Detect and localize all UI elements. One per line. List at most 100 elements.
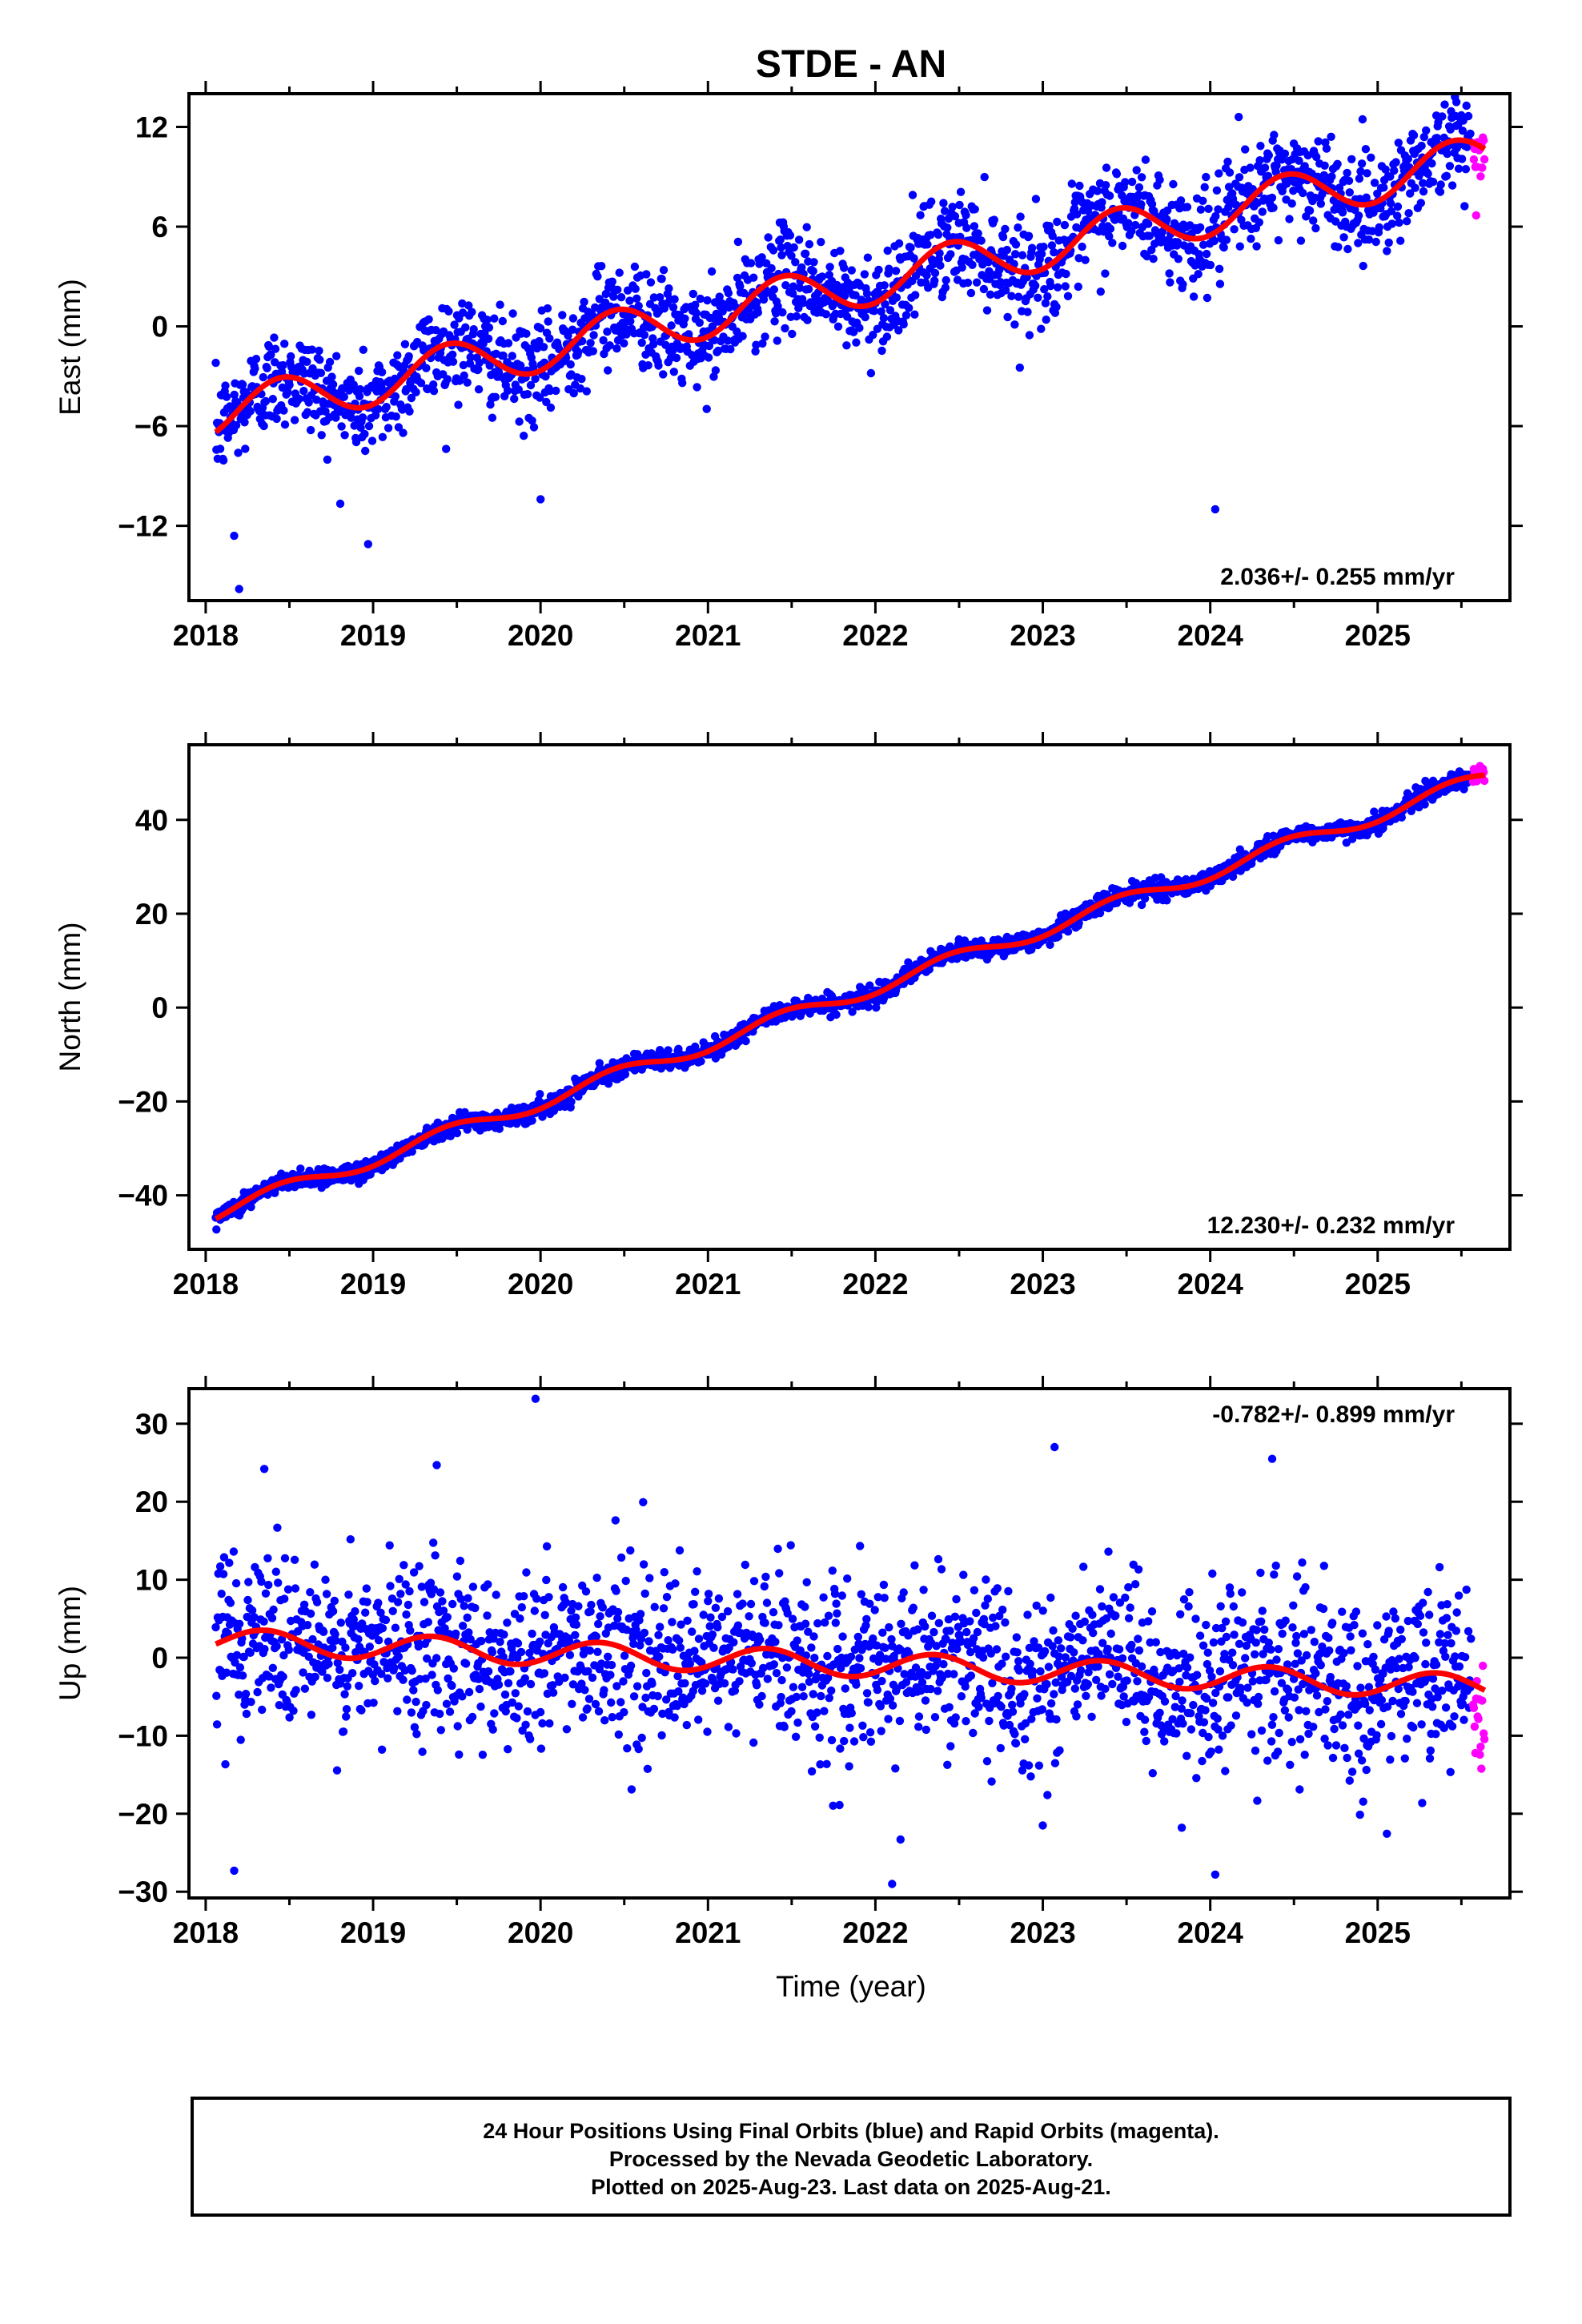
east-point [588,347,597,356]
north-point [1095,909,1105,918]
east-point [499,351,508,360]
east-point [1312,152,1321,162]
east-point [466,352,475,362]
up-point [402,1610,411,1619]
east-point [836,247,845,255]
up-point [328,1643,337,1652]
up-point [782,1663,792,1672]
east-point [1130,220,1140,230]
east-point [402,384,411,394]
east-point [1355,174,1364,183]
up-point [483,1611,492,1620]
up-point [664,1636,673,1645]
up-point [328,1606,338,1616]
up-point [804,1627,813,1636]
east-point [508,352,516,360]
east-point [860,270,869,279]
north-y-tick-label: 40 [135,804,168,837]
east-point [1357,159,1367,168]
east-point [1296,236,1306,245]
up-point [685,1659,694,1668]
up-point [613,1607,623,1617]
east-point [1423,169,1432,179]
up-point [538,1719,547,1728]
east-point [1327,172,1336,181]
up-point [381,1615,391,1625]
up-point [761,1618,769,1627]
up-point [438,1597,447,1606]
east-point [792,312,801,321]
up-point [299,1668,307,1677]
east-point [644,361,652,370]
up-point [452,1629,460,1638]
north-point [741,1036,750,1046]
east-point [733,327,741,336]
up-point [703,1727,712,1736]
east-point [1252,242,1261,251]
east-point [901,311,911,320]
east-point [484,323,494,332]
east-point [616,293,626,302]
east-point [1001,224,1010,234]
up-point [468,1582,478,1591]
east-point [877,346,886,356]
east-point [773,302,782,311]
up-point [621,1576,630,1586]
up-point [247,1606,257,1615]
north-point [446,1132,455,1140]
north-point [1046,940,1054,950]
north-data-layer [211,762,1489,1234]
east-point [246,407,255,416]
east-point [1347,155,1356,163]
east-point [1047,241,1057,250]
east-point [802,223,811,231]
east-point [970,205,979,214]
east-point [1144,219,1153,228]
up-point [217,1590,226,1598]
up-point [636,1641,644,1650]
up-point [395,1574,404,1584]
east-point [1202,172,1211,182]
east-point [1447,181,1457,190]
east-point [934,230,943,239]
east-point [1322,144,1331,153]
up-point [821,1618,829,1627]
east-point [1356,167,1365,176]
north-point [1421,777,1430,786]
up-point [243,1595,252,1605]
up-point [453,1722,462,1731]
up-point [693,1567,701,1576]
east-point [1316,199,1326,208]
east-point [391,412,400,421]
east-point [321,407,330,416]
east-point [1289,187,1298,195]
up-point [832,1599,841,1608]
east-point [315,346,323,356]
east-point [1127,177,1137,187]
east-point [1274,235,1283,245]
up-point [506,1667,515,1676]
east-point [271,344,280,353]
east-point [642,270,651,279]
east-point [704,353,713,362]
up-point [810,1722,820,1731]
east-point [317,431,326,440]
east-point [767,263,776,273]
east-point [1403,155,1413,163]
east-point [303,357,311,366]
east-point [604,366,612,375]
north-x-tick-label: 2023 [1010,1268,1075,1301]
east-point [285,380,294,389]
up-point [658,1709,667,1719]
up-point [645,1574,654,1582]
east-point [360,429,369,439]
up-point [657,1731,666,1740]
up-point [374,1598,383,1607]
east-point [241,444,250,453]
east-point [350,421,359,430]
east-point [1434,118,1443,127]
up-point [831,1618,841,1627]
east-point [990,215,999,224]
up-point [574,1602,583,1610]
east-point [809,267,817,275]
